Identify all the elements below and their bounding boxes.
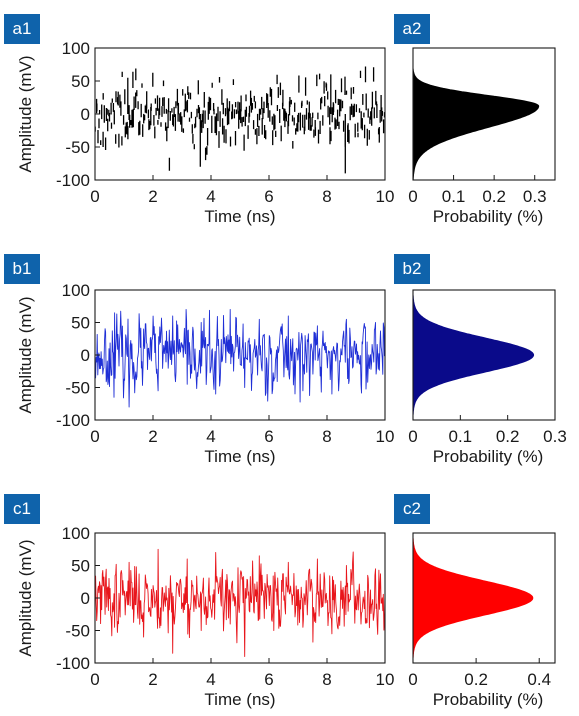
x-tick-label-a1-0: 0 (90, 187, 99, 206)
y-tick-label-b1--50: -50 (65, 379, 90, 398)
x-tick-label-a1-8: 8 (322, 187, 331, 206)
panel-label-a2: a2 (394, 14, 430, 44)
distribution-area-a2 (412, 68, 540, 181)
panel-label-a1: a1 (4, 14, 40, 44)
x-tick-label-b2-0.3: 0.3 (543, 427, 567, 446)
y-axis-title-c1: Amplitude (mV) (16, 539, 35, 656)
x-axis-title-a1: Time (ns) (204, 207, 275, 226)
x-axis-title-b1: Time (ns) (204, 447, 275, 466)
y-tick-label-a1-0: 0 (81, 105, 90, 124)
signal-trace-a1 (94, 66, 386, 174)
x-tick-label-b1-8: 8 (322, 427, 331, 446)
x-tick-label-c2-0.2: 0.2 (464, 670, 488, 689)
x-tick-label-a2-0.1: 0.1 (442, 187, 466, 206)
distribution-area-c2 (412, 538, 534, 658)
x-tick-label-c1-0: 0 (90, 670, 99, 689)
x-tick-label-a2-0.3: 0.3 (523, 187, 547, 206)
x-axis-title-a2: Probability (%) (433, 207, 544, 226)
signal-spikes-a1 (94, 66, 386, 174)
x-tick-label-b2-0.1: 0.1 (449, 427, 473, 446)
panel-label-b1: b1 (4, 254, 40, 284)
x-axis-title-c2: Probability (%) (433, 690, 544, 709)
x-tick-label-c2-0: 0 (408, 670, 417, 689)
x-tick-label-b1-10: 10 (376, 427, 395, 446)
panel-label-b2: b2 (394, 254, 430, 284)
y-tick-label-a1--100: -100 (56, 171, 90, 190)
x-tick-label-c1-10: 10 (376, 670, 395, 689)
x-tick-label-a1-4: 4 (206, 187, 215, 206)
panel-label-c1: c1 (4, 494, 40, 524)
x-tick-label-a1-2: 2 (148, 187, 157, 206)
x-tick-label-a1-10: 10 (376, 187, 395, 206)
x-tick-label-c1-8: 8 (322, 670, 331, 689)
x-axis-title-c1: Time (ns) (204, 690, 275, 709)
y-tick-label-b1--100: -100 (56, 411, 90, 430)
y-tick-label-c1-0: 0 (81, 589, 90, 608)
plot-frame-b2 (412, 289, 556, 421)
x-tick-label-b2-0: 0 (408, 427, 417, 446)
x-tick-label-a2-0.2: 0.2 (482, 187, 506, 206)
y-tick-label-b1-50: 50 (71, 314, 90, 333)
x-tick-label-b1-0: 0 (90, 427, 99, 446)
x-tick-label-c2-0.4: 0.4 (527, 670, 551, 689)
y-axis-title-a1: Amplitude (mV) (16, 55, 35, 172)
x-tick-label-b1-4: 4 (206, 427, 215, 446)
x-tick-label-b1-2: 2 (148, 427, 157, 446)
x-tick-label-a2-0: 0 (408, 187, 417, 206)
signal-trace-b1 (94, 309, 386, 408)
plot-frame-c2 (412, 532, 556, 664)
x-axis-title-b2: Probability (%) (433, 447, 544, 466)
x-tick-label-b2-0.2: 0.2 (496, 427, 520, 446)
y-tick-label-c1-100: 100 (62, 524, 90, 543)
y-axis-title-b1: Amplitude (mV) (16, 296, 35, 413)
y-tick-label-a1-100: 100 (62, 39, 90, 58)
x-tick-label-c1-2: 2 (148, 670, 157, 689)
x-tick-label-a1-6: 6 (264, 187, 273, 206)
plot-frame-a2 (412, 47, 556, 181)
y-tick-label-a1--50: -50 (65, 138, 90, 157)
y-tick-label-c1-50: 50 (71, 557, 90, 576)
x-tick-label-c1-6: 6 (264, 670, 273, 689)
x-tick-label-c1-4: 4 (206, 670, 215, 689)
y-tick-label-b1-0: 0 (81, 346, 90, 365)
y-tick-label-c1--100: -100 (56, 654, 90, 673)
y-tick-label-b1-100: 100 (62, 281, 90, 300)
panel-label-c2: c2 (394, 494, 430, 524)
x-tick-label-b1-6: 6 (264, 427, 273, 446)
signal-line-b1 (94, 309, 386, 408)
distribution-area-b2 (412, 295, 535, 415)
y-tick-label-c1--50: -50 (65, 622, 90, 641)
signal-line-c1 (94, 548, 386, 657)
y-tick-label-a1-50: 50 (71, 72, 90, 91)
signal-trace-c1 (94, 548, 386, 657)
